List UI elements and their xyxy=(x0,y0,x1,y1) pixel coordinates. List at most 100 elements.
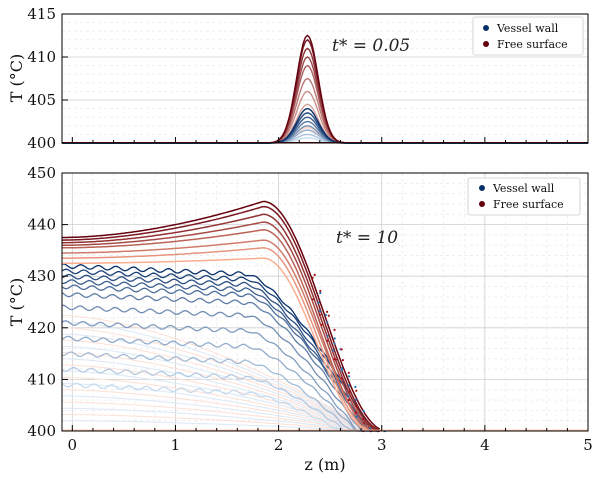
bottom-y-tick-label: 450 xyxy=(27,164,56,182)
bottom-vessel-wall-series xyxy=(61,335,376,432)
bottom-x-tick-label: 0 xyxy=(68,436,78,454)
bottom-faint-series xyxy=(62,414,375,432)
bottom-scatter-point xyxy=(348,390,352,393)
bottom-scatter-point xyxy=(312,298,315,301)
top-legend-free-label: Free surface xyxy=(497,38,568,51)
bottom-scatter-point xyxy=(362,417,365,421)
bottom-faint-series xyxy=(62,345,375,432)
bottom-y-tick-label: 410 xyxy=(27,370,56,388)
bottom-x-axis-label: z (m) xyxy=(304,455,345,474)
bottom-scatter-point xyxy=(327,314,330,317)
bottom-ticks: 400 410 420 430 440 450 0 1 2 3 4 5 xyxy=(27,164,592,454)
bottom-scatter-point xyxy=(354,411,358,414)
bottom-faint-series xyxy=(62,352,375,432)
bottom-scatter-point xyxy=(326,339,329,342)
bottom-vessel-wall-series xyxy=(61,268,376,432)
bottom-scatter-point xyxy=(317,301,320,304)
top-legend-vessel-label: Vessel wall xyxy=(496,22,559,35)
bottom-legend-vessel-marker xyxy=(479,185,485,191)
bottom-scatter-point xyxy=(340,367,343,370)
bottom-scatter-point xyxy=(318,313,321,316)
bottom-scatter-point xyxy=(363,421,366,424)
bottom-faint-series xyxy=(62,401,375,432)
top-legend-vessel-marker xyxy=(483,25,489,31)
bottom-scatter-point xyxy=(346,395,349,398)
bottom-vessel-wall-series xyxy=(61,382,376,432)
bottom-scatter-point xyxy=(311,276,314,279)
bottom-free-surface-series xyxy=(62,205,380,432)
bottom-legend-box xyxy=(467,177,581,216)
bottom-vessel-wall-series xyxy=(61,320,376,432)
bottom-panel: 400 410 420 430 440 450 0 1 2 3 4 5 T (°C) z (m) t*… xyxy=(7,164,593,474)
bottom-free-surface-series xyxy=(62,239,380,432)
bottom-vessel-wall-series xyxy=(61,351,376,432)
bottom-x-tick-label: 1 xyxy=(171,436,181,454)
bottom-scatter-point xyxy=(368,427,372,430)
bottom-scatter-point xyxy=(347,384,351,387)
bottom-scatter-point xyxy=(318,310,321,313)
top-legend-free-marker xyxy=(483,41,489,47)
bottom-scatter-point xyxy=(332,349,335,352)
top-legend: Vessel wall Free surface xyxy=(472,16,584,56)
bottom-faint-series xyxy=(61,370,375,432)
bottom-scatter-point xyxy=(326,321,329,324)
top-y-tick-label: 400 xyxy=(27,134,56,152)
bottom-scatter-point xyxy=(320,323,323,326)
bottom-vessel-wall-series xyxy=(61,366,376,432)
bottom-scatter-point xyxy=(348,375,351,378)
bottom-vessel-wall-series xyxy=(61,292,376,432)
bottom-y-tick-label: 430 xyxy=(27,267,56,285)
bottom-faint-series xyxy=(62,395,375,432)
bottom-legend: Vessel wall Free surface xyxy=(467,177,581,216)
bottom-vessel-wall-series xyxy=(61,304,376,432)
bottom-faint-series xyxy=(62,339,375,432)
bottom-scatter-point xyxy=(333,342,336,345)
bottom-scatter-point xyxy=(340,369,343,372)
bottom-free-surface-series xyxy=(62,200,381,430)
bottom-scatter-point xyxy=(326,310,329,313)
bottom-faint-series xyxy=(61,314,375,432)
bottom-scatter-point xyxy=(333,337,336,340)
bottom-x-tick-label: 4 xyxy=(480,436,490,454)
top-y-ticks: 400 405 410 415 xyxy=(27,5,568,152)
bottom-free-surface-series xyxy=(62,229,380,432)
bottom-scatter-point xyxy=(355,415,358,418)
top-legend-box xyxy=(472,16,584,56)
top-y-tick-label: 405 xyxy=(27,91,56,109)
bottom-x-tick-label: 2 xyxy=(274,436,284,454)
bottom-scatter-point xyxy=(341,359,344,362)
bottom-scatter-point xyxy=(355,398,358,401)
bottom-scatter-point xyxy=(333,358,336,361)
bottom-scatter-point xyxy=(347,398,351,402)
bottom-scatter-point xyxy=(319,291,322,295)
bottom-y-tick-label: 420 xyxy=(27,319,56,337)
bottom-faint-series xyxy=(62,389,375,432)
bottom-faint-series xyxy=(61,321,375,432)
bottom-vessel-wall-series xyxy=(61,284,376,432)
bottom-x-tick-label: 5 xyxy=(583,436,593,454)
top-plot-frame xyxy=(61,13,589,144)
top-y-tick-label: 410 xyxy=(27,48,56,66)
bottom-vessel-wall-series xyxy=(61,279,376,432)
bottom-y-axis-label: T (°C) xyxy=(7,278,26,326)
bottom-free-surface-series xyxy=(62,257,380,432)
bottom-scatter-point xyxy=(340,348,343,351)
top-y-axis-label: T (°C) xyxy=(7,54,26,102)
bottom-x-tick-label: 3 xyxy=(377,436,387,454)
bottom-free-surface-series xyxy=(62,247,380,432)
bottom-scatter-point xyxy=(340,377,343,380)
bottom-legend-free-marker xyxy=(479,201,485,207)
bottom-scatter-point xyxy=(333,328,336,331)
bottom-scatter-point xyxy=(362,410,365,413)
top-panel: 400 405 410 415 T (°C) t* = 0.05 Vessel wal… xyxy=(7,5,589,152)
bottom-scatter-point xyxy=(324,313,327,317)
top-y-tick-label: 415 xyxy=(27,5,56,23)
bottom-faint-series xyxy=(62,420,375,432)
bottom-legend-vessel-label: Vessel wall xyxy=(492,182,555,195)
bottom-scatter-point xyxy=(319,289,322,293)
bottom-vessel-wall-series xyxy=(61,273,376,432)
bottom-scatter-point xyxy=(354,385,357,388)
bottom-plot-frame xyxy=(61,172,589,432)
bottom-y-tick-label: 440 xyxy=(27,216,56,234)
